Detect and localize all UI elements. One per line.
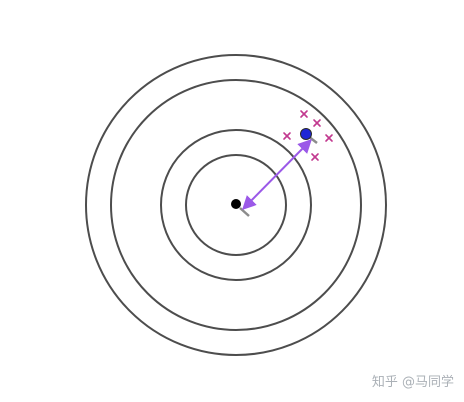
watermark-text: 知乎 @马同学 (371, 375, 454, 390)
cross-mark-4 (325, 134, 333, 142)
vector-arrow (242, 139, 312, 210)
cross-mark-2 (313, 119, 321, 127)
cross-mark-1 (300, 110, 308, 118)
cross-mark-3 (283, 132, 291, 140)
blue-dot (300, 128, 312, 140)
cross-mark-5 (311, 153, 319, 161)
ring-outer (85, 54, 387, 356)
ring-second (110, 79, 362, 331)
tick-center (239, 207, 250, 217)
center-dot (231, 199, 241, 209)
cross-marks (283, 110, 333, 161)
